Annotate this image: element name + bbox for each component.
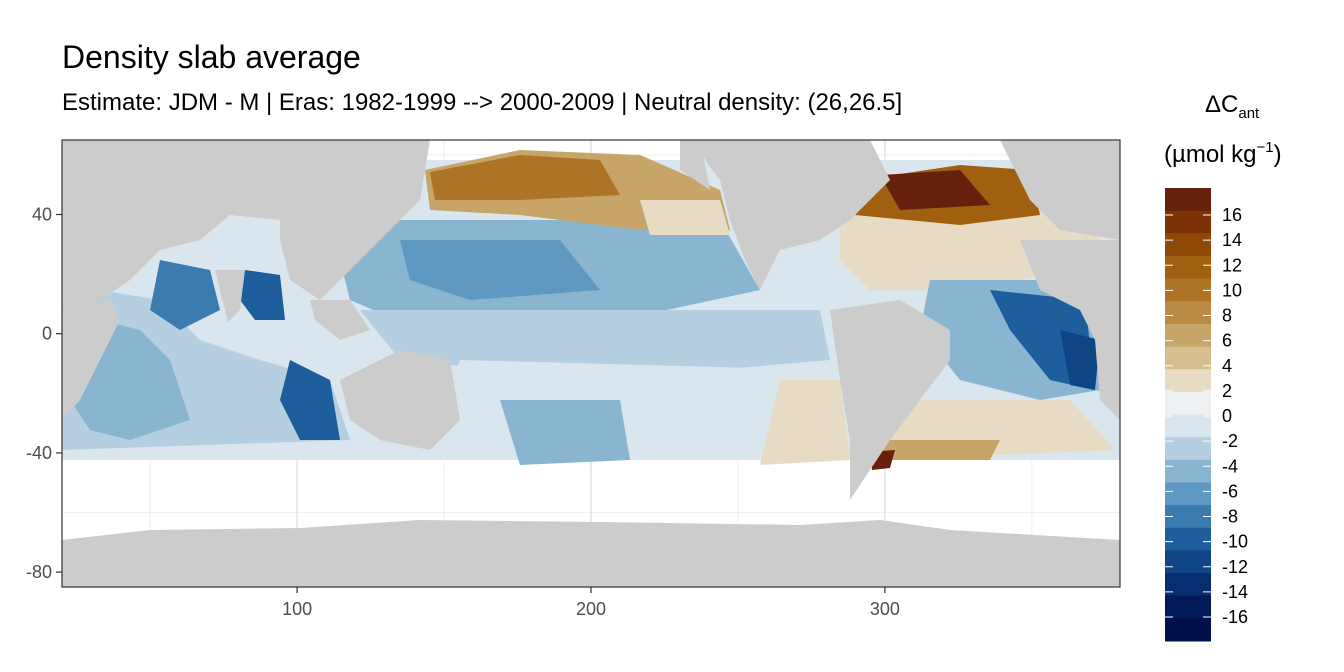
maritime-continent — [310, 300, 370, 340]
colorbar-label: 16 — [1222, 205, 1242, 225]
x-tick-label: 100 — [282, 599, 312, 619]
west-australia — [280, 360, 340, 440]
colorbar-label: -10 — [1222, 532, 1248, 552]
colorbar-swatch — [1165, 573, 1211, 597]
colorbar-swatch — [1165, 323, 1211, 348]
colorbar-labels: 16 14 12 10 8 6 4 2 0 -2 -4 -6 -8 -10 -12 -14 -16 — [1165, 205, 1248, 627]
colorbar-swatch — [1165, 505, 1211, 529]
colorbar-swatch — [1165, 437, 1211, 461]
india — [215, 270, 245, 322]
colorbar-label: 4 — [1222, 356, 1232, 376]
y-tick-label: 40 — [32, 205, 52, 225]
north-pacific-east — [640, 200, 730, 235]
colorbar-label: 2 — [1222, 381, 1232, 401]
north-pacific-core — [400, 240, 600, 300]
labrador-sea — [880, 170, 990, 210]
north-pacific-subpolar-core — [430, 155, 620, 200]
colorbar-label: -6 — [1222, 481, 1238, 501]
australia — [340, 350, 460, 450]
asia — [280, 140, 430, 300]
colorbar-label: 0 — [1222, 406, 1232, 426]
antarctica — [62, 520, 1120, 587]
colorbar-swatch — [1165, 618, 1211, 642]
chart-subtitle: Estimate: JDM - M | Eras: 1982-1999 --> … — [62, 89, 903, 116]
y-axis: -80 -40 0 40 — [26, 205, 62, 582]
colorbar-label: -14 — [1222, 582, 1248, 602]
colorbar-swatch — [1165, 459, 1211, 483]
colorbar-swatch — [1165, 210, 1211, 234]
colorbar-swatches — [1165, 188, 1211, 642]
colorbar-label: 14 — [1222, 230, 1242, 250]
colorbar-swatch — [1165, 482, 1211, 506]
eurasia-africa-west — [62, 140, 330, 310]
colorbar-label: 6 — [1222, 331, 1232, 351]
africa-east-coast — [62, 300, 120, 420]
arabian-sea — [150, 260, 220, 330]
colorbar-label: -8 — [1222, 507, 1238, 527]
alaska — [680, 140, 710, 190]
chart-title: Density slab average — [62, 39, 361, 75]
europe — [1000, 140, 1120, 240]
africa — [1020, 240, 1120, 420]
legend-title-main: ΔCant — [1205, 91, 1260, 122]
colorbar-swatch — [1165, 595, 1211, 619]
colorbar-swatch — [1165, 391, 1211, 415]
legend-title-unit: (µmol kg−1) — [1164, 139, 1282, 168]
colorbar-swatch — [1165, 527, 1211, 551]
colorbar-label: -2 — [1222, 431, 1238, 451]
colorbar-label: 10 — [1222, 280, 1242, 300]
south-atlantic-brown — [880, 440, 1000, 460]
colorbar-label: -4 — [1222, 456, 1238, 476]
colorbar-swatch — [1165, 233, 1211, 257]
land — [62, 140, 1120, 587]
colorbar-legend: ΔCant (µmol kg−1) 16 14 12 10 8 6 4 2 0 -2 -4 -6 -8 -… — [1164, 91, 1282, 642]
colorbar-swatch — [1165, 550, 1211, 574]
colorbar-label: -16 — [1222, 607, 1248, 627]
colorbar-swatch — [1165, 346, 1211, 370]
x-axis: 100 200 300 — [282, 587, 900, 619]
colorbar-swatch — [1165, 414, 1211, 438]
colorbar-label: -12 — [1222, 557, 1248, 577]
southeast-pacific — [760, 380, 850, 465]
colorbar-label: 12 — [1222, 255, 1242, 275]
y-tick-label: -40 — [26, 443, 52, 463]
colorbar-swatch — [1165, 188, 1211, 212]
y-tick-label: -80 — [26, 562, 52, 582]
x-tick-label: 300 — [870, 599, 900, 619]
gulf-of-guinea — [1060, 330, 1100, 390]
south-america — [830, 300, 950, 500]
colorbar-swatch — [1165, 255, 1211, 280]
bay-of-bengal — [240, 270, 285, 320]
north-america — [690, 140, 890, 290]
colorbar-swatch — [1165, 369, 1211, 393]
south-pacific-west — [500, 400, 630, 465]
y-tick-label: 0 — [42, 324, 52, 344]
colorbar-swatch — [1165, 278, 1211, 302]
x-tick-label: 200 — [576, 599, 606, 619]
colorbar-label: 8 — [1222, 306, 1232, 326]
colorbar-swatch — [1165, 301, 1211, 325]
